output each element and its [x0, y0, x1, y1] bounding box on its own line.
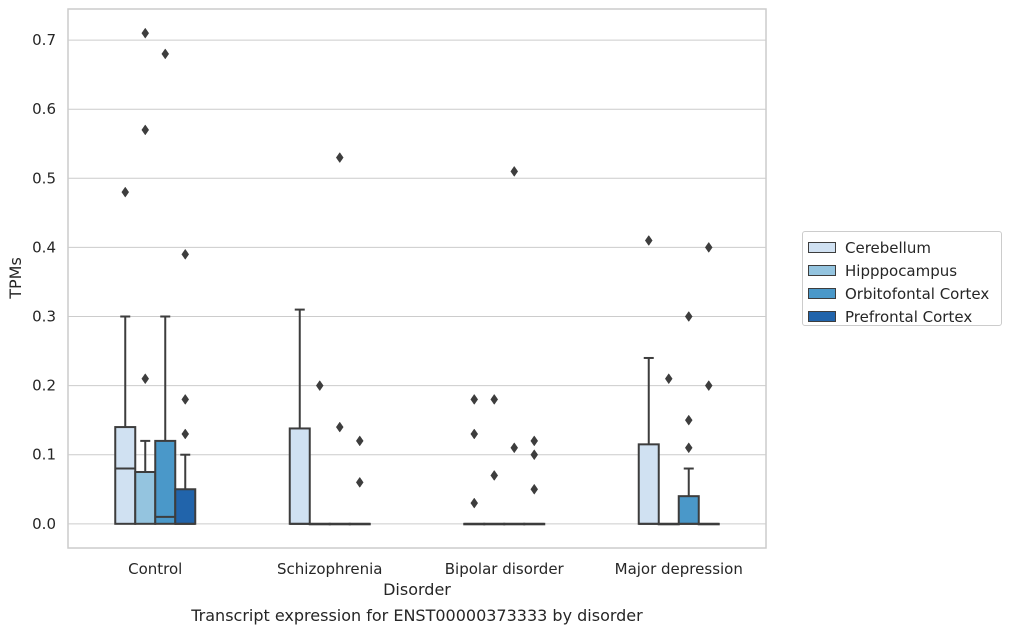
box-prefrontal-cortex — [697, 241, 720, 526]
outlier-point — [141, 27, 150, 39]
outlier-point — [315, 380, 324, 392]
chart-caption: Transcript expression for ENST0000037333… — [191, 606, 643, 625]
outlier-point — [490, 470, 499, 481]
plot-frame — [67, 8, 767, 549]
x-tick-label: Bipolar disorder — [445, 560, 565, 578]
box-cerebellum — [637, 235, 660, 525]
outlier-point — [530, 449, 539, 461]
outlier-point — [490, 393, 499, 405]
legend-item: Hipppocampus — [808, 259, 1001, 282]
outlier-point — [355, 435, 364, 447]
x-axis-label: Disorder — [383, 580, 451, 599]
box-body — [134, 470, 157, 525]
box-body — [174, 488, 197, 525]
outlier-point — [161, 48, 170, 60]
box-body — [677, 495, 700, 525]
box-body — [288, 427, 311, 525]
box-cerebellum — [114, 186, 137, 525]
box-hipppocampus — [308, 380, 331, 526]
box-body — [154, 439, 177, 525]
legend-label: Orbitofontal Cortex — [845, 284, 990, 303]
outlier-point — [335, 421, 344, 433]
y-tick-label: 0.5 — [32, 169, 56, 187]
y-axis-label: TPMs — [6, 257, 25, 300]
box-prefrontal-cortex — [174, 248, 197, 525]
box-hipppocampus — [483, 393, 506, 526]
legend-item: Orbitofontal Cortex — [808, 282, 1001, 305]
outlier-point — [530, 435, 539, 447]
outlier-point — [470, 497, 479, 509]
legend: Cerebellum Hipppocampus Orbitofontal Corte… — [802, 231, 1002, 326]
y-tick-label: 0.7 — [32, 31, 56, 49]
y-tick-label: 0.3 — [32, 308, 56, 326]
outlier-point — [704, 241, 713, 253]
box-cerebellum — [463, 393, 486, 526]
box-layer — [114, 27, 720, 526]
outlier-point — [684, 311, 693, 322]
outlier-point — [181, 248, 190, 260]
outlier-point — [470, 393, 479, 405]
outlier-point — [181, 428, 190, 440]
box-hipppocampus — [134, 27, 157, 525]
box-prefrontal-cortex — [523, 435, 546, 526]
box-hipppocampus — [657, 373, 680, 526]
outlier-point — [335, 152, 344, 164]
outlier-point — [510, 442, 519, 454]
outlier-point — [684, 442, 693, 454]
x-tick-label: Schizophrenia — [277, 560, 382, 578]
x-tick-label: Control — [128, 560, 182, 578]
outlier-point — [510, 165, 519, 177]
outlier-point — [704, 380, 713, 392]
y-tick-label: 0.1 — [32, 446, 56, 464]
legend-swatch — [808, 242, 836, 253]
y-tick-label: 0.2 — [32, 377, 56, 395]
outlier-point — [530, 483, 539, 495]
legend-label: Hipppocampus — [845, 261, 958, 280]
box-orbitofontal-cortex — [154, 48, 177, 525]
outlier-point — [684, 414, 693, 426]
legend-swatch — [808, 265, 836, 276]
box-body — [114, 426, 137, 525]
y-tick-label: 0.0 — [32, 515, 56, 533]
legend-item: Prefrontal Cortex — [808, 305, 1001, 328]
outlier-point — [664, 373, 673, 385]
box-orbitofontal-cortex — [328, 152, 351, 526]
legend-item: Cerebellum — [808, 236, 1001, 259]
box-prefrontal-cortex — [348, 435, 371, 526]
y-tick-labels: 0.0 0.1 0.2 0.3 0.4 0.5 0.6 0.7 — [32, 31, 56, 533]
x-tick-label: Major depression — [615, 560, 743, 578]
outlier-point — [355, 476, 364, 488]
box-body — [637, 443, 660, 525]
y-tick-label: 0.4 — [32, 238, 56, 256]
outlier-point — [121, 186, 130, 198]
legend-swatch — [808, 288, 836, 299]
outlier-point — [181, 393, 190, 405]
box-orbitofontal-cortex — [677, 311, 700, 525]
legend-swatch — [808, 311, 836, 322]
box-cerebellum — [288, 308, 311, 525]
outlier-point — [470, 428, 479, 440]
y-tick-label: 0.6 — [32, 100, 56, 118]
outlier-point — [644, 235, 653, 246]
legend-label: Prefrontal Cortex — [845, 307, 973, 326]
box-orbitofontal-cortex — [503, 165, 526, 526]
outlier-point — [141, 373, 150, 385]
legend-label: Cerebellum — [845, 238, 931, 257]
outlier-point — [141, 124, 150, 136]
x-tick-labels: Control Schizophrenia Bipolar disorder Majo… — [128, 560, 743, 578]
